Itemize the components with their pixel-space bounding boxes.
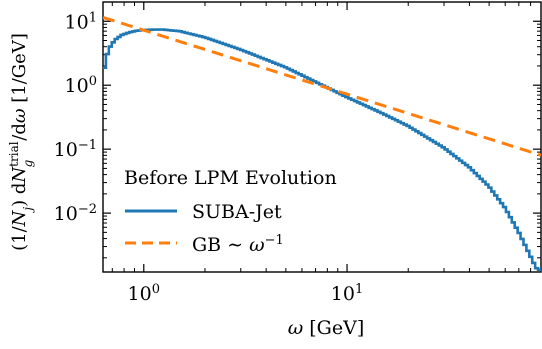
series-line-suba-jet xyxy=(103,28,541,272)
y-tick-label: 100 xyxy=(65,74,97,98)
plot-area: 100 101 10−2 10−1 100 101 xyxy=(54,1,542,305)
tick-labels: 100 101 10−2 10−1 100 101 xyxy=(54,10,364,305)
x-tick-label: 101 xyxy=(331,282,363,306)
series-line-gb xyxy=(103,15,541,157)
axis-ticks xyxy=(103,1,542,272)
legend: Before LPM Evolution SUBA-Jet GB ∼ ω−1 xyxy=(124,167,337,256)
plot-frame xyxy=(102,1,542,273)
y-tick-label: 10−2 xyxy=(54,202,97,226)
legend-title: Before LPM Evolution xyxy=(124,167,337,189)
y-tick-label: 101 xyxy=(65,10,97,33)
x-tick-label: 100 xyxy=(128,282,160,306)
x-axis-label: ω [GeV] xyxy=(288,317,365,339)
series-layer xyxy=(103,15,541,272)
legend-label-gb: GB ∼ ω−1 xyxy=(192,233,284,257)
y-tick-label: 10−1 xyxy=(54,138,97,162)
y-axis-label: (1/Nj) dNtrialg/dω [1/GeV] xyxy=(7,33,35,251)
legend-label-suba-jet: SUBA-Jet xyxy=(192,201,282,223)
